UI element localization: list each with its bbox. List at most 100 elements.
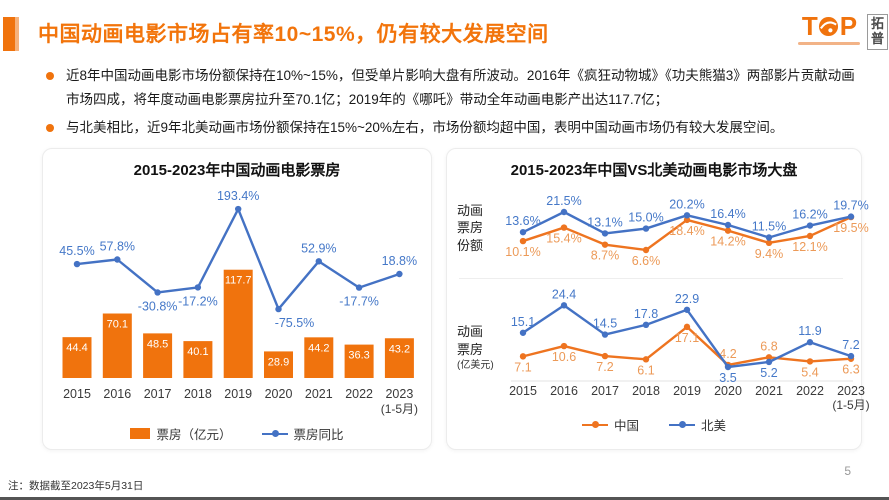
data-point <box>683 323 691 331</box>
data-point <box>601 241 609 248</box>
data-point <box>560 342 568 350</box>
data-point <box>275 305 282 313</box>
point-value-label: 15.4% <box>546 232 581 246</box>
cn-vs-na-card: 2015-2023年中国VS北美动画电影市场大盘 动画票房份额 10.1% 15.… <box>446 148 870 450</box>
right-chart-title: 2015-2023年中国VS北美动画电影市场大盘 <box>510 162 798 179</box>
yoy-value-label: -17.7% <box>339 295 379 309</box>
data-point <box>724 227 732 234</box>
point-value-label: 11.9 <box>798 324 821 338</box>
bar-2017 <box>143 333 173 378</box>
data-point <box>560 224 568 231</box>
title-accent-block <box>3 17 19 51</box>
bar-value-label: 43.2 <box>389 343 410 355</box>
bar-swatch-icon <box>130 428 151 439</box>
x-axis-label: 2017 <box>591 384 619 398</box>
data-point <box>806 232 814 240</box>
point-value-label: 4.2 <box>719 347 736 361</box>
bar-2019 <box>223 269 253 378</box>
legend-item-north-america: 北美 <box>669 415 726 434</box>
x-axis-label: 2020 <box>265 387 293 401</box>
legend-label: 北美 <box>701 419 727 433</box>
point-value-label: 6.8 <box>760 339 777 353</box>
logo-letter-t: T <box>801 11 818 41</box>
page-title: 中国动画电影市场占有率10~15%，仍有较大发展空间 <box>38 23 549 46</box>
point-value-label: 18.4% <box>669 224 704 238</box>
data-point <box>683 306 691 313</box>
point-value-label: 9.4% <box>755 247 784 261</box>
point-value-label: 7.2 <box>596 360 613 374</box>
data-point <box>806 358 814 365</box>
point-value-label: 7.1 <box>514 360 531 374</box>
point-value-label: 13.1% <box>587 215 622 229</box>
yoy-value-label: 18.8% <box>382 254 417 268</box>
yoy-value-label: -75.5% <box>275 316 315 330</box>
left-chart-title: 2015-2023年中国动画电影票房 <box>133 162 341 179</box>
x-axis-label: 2015 <box>63 387 91 401</box>
top-logo: T P 拓普 <box>798 13 888 50</box>
x-axis-label: 2016 <box>103 387 131 401</box>
point-value-label: 7.2 <box>842 338 859 352</box>
data-point <box>806 222 814 229</box>
data-point <box>724 221 732 229</box>
bar-2023 <box>384 338 414 378</box>
data-point <box>724 363 732 371</box>
data-point <box>601 331 609 338</box>
point-value-label: 16.2% <box>792 208 827 222</box>
data-point <box>683 216 691 224</box>
data-point <box>847 213 855 220</box>
x-axis-label: 2015 <box>509 384 537 398</box>
point-value-label: 14.5 <box>593 317 617 331</box>
bar-value-label: 117.7 <box>225 275 252 287</box>
share-row-label: 动画票房份额 <box>457 202 484 253</box>
data-point <box>642 246 650 254</box>
data-point <box>806 339 814 346</box>
bar-2018 <box>183 341 213 378</box>
bar-2015 <box>62 337 92 378</box>
bar-2022 <box>344 344 374 378</box>
point-value-label: 10.1% <box>505 245 540 259</box>
bar-2016 <box>102 313 132 378</box>
data-point <box>519 237 527 245</box>
point-value-label: 8.7% <box>591 249 620 263</box>
bullet-dot-icon <box>46 72 54 80</box>
bar-value-label: 28.9 <box>268 356 289 368</box>
point-value-label: 12.1% <box>792 240 827 254</box>
point-value-label: 6.3 <box>842 363 859 377</box>
charts-row: 2015-2023年中国动画电影票房 44.4 70.1 48.5 40.1 117.7… <box>42 148 870 450</box>
point-value-label: 15.0% <box>628 211 663 225</box>
bar-2020 <box>264 351 293 378</box>
bar-value-label: 44.2 <box>308 342 329 354</box>
point-value-label: 5.2 <box>760 366 777 380</box>
data-point <box>315 258 322 265</box>
legend-item-china: 中国 <box>581 415 639 434</box>
logo-letter-p: P <box>839 11 857 41</box>
data-point <box>396 270 403 278</box>
point-value-label: 21.5% <box>546 194 581 208</box>
bar-value-label: 48.5 <box>147 338 168 350</box>
x-axis-label: 2023 <box>385 387 413 401</box>
data-point <box>642 356 650 363</box>
point-value-label: 17.1 <box>675 331 699 345</box>
bar-value-label: 40.1 <box>187 346 208 358</box>
data-point <box>847 352 855 360</box>
point-value-label: 10.6 <box>552 350 576 364</box>
share-line-chart: 10.1% 15.4% 8.7% 6.6% 18.4% 14.2% 9.4% 12.1% 19.… <box>505 194 868 268</box>
point-value-label: 14.2% <box>710 235 745 249</box>
legend-label: 中国 <box>613 419 639 433</box>
point-value-label: 17.8 <box>634 307 658 321</box>
point-value-label: 24.4 <box>552 287 576 301</box>
left-chart-legend: 票房（亿元） 票房同比 <box>51 424 423 443</box>
share-subplot-row: 动画票房份额 10.1% 15.4% 8.7% 6.6% 18.4% 14.2% 9.4% 1… <box>455 182 869 274</box>
bullet-item-2: 与北美相比，近9年北美动画市场份额保持在15%~20%左右，市场份额均超中国，表… <box>42 116 864 140</box>
point-value-label: 3.5 <box>719 371 736 385</box>
bar-value-label: 44.4 <box>66 342 87 354</box>
data-point <box>642 225 650 232</box>
yoy-value-label: 193.4% <box>217 189 259 203</box>
yoy-value-label: 45.5% <box>59 244 94 258</box>
data-point <box>601 352 609 360</box>
x-axis-label: 2019 <box>673 384 701 398</box>
bar-value-label: 70.1 <box>107 319 128 331</box>
boxoffice-line-chart: 7.1 10.6 7.2 6.1 17.1 4.2 6.8 5.4 6.3 15.1 24.4 14.… <box>509 287 870 412</box>
point-value-label: 20.2% <box>669 197 704 211</box>
point-value-label: 16.4% <box>710 207 745 221</box>
